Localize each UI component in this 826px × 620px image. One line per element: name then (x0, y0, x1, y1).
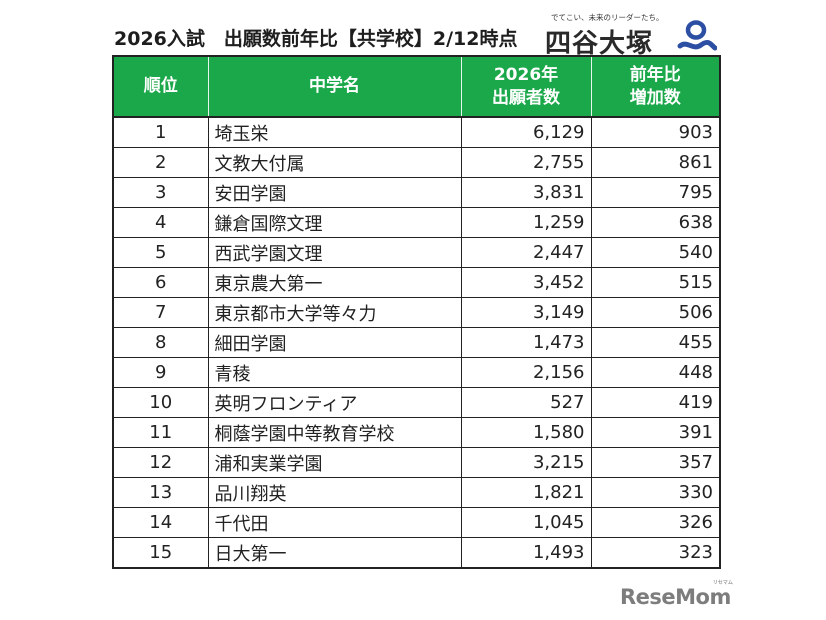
school-name-cell: 浦和実業学園 (207, 447, 462, 478)
column-header-increase-line2: 増加数 (629, 87, 681, 108)
table-row: 12 浦和実業学園 3,215 357 (112, 447, 721, 478)
resemom-watermark-ruby: リセマム (712, 580, 733, 586)
school-name-cell: 千代田 (207, 507, 462, 538)
increase-cell: 540 (590, 237, 721, 268)
table-row: 10 英明フロンティア 527 419 (112, 387, 721, 418)
applicants-cell: 2,447 (460, 237, 592, 268)
yotsuya-otsuka-logo-icon (677, 20, 717, 51)
table-row: 4 鎌倉国際文理 1,259 638 (112, 207, 721, 238)
rank-cell: 12 (112, 447, 209, 478)
school-name-cell: 細田学園 (207, 327, 462, 358)
applicants-cell: 1,821 (460, 477, 592, 508)
rank-cell: 11 (112, 417, 209, 448)
table-row: 2 文教大付属 2,755 861 (112, 147, 721, 178)
rank-cell: 7 (112, 297, 209, 328)
column-header-applicants-line2: 出願者数 (492, 87, 560, 108)
applicants-cell: 2,156 (460, 357, 592, 388)
increase-cell: 515 (590, 267, 721, 298)
increase-cell: 323 (590, 537, 721, 569)
brand-name: 四谷大塚 (545, 29, 654, 59)
applicants-cell: 3,215 (460, 447, 592, 478)
rank-cell: 8 (112, 327, 209, 358)
table-row: 15 日大第一 1,493 323 (112, 537, 721, 569)
school-name-cell: 英明フロンティア (207, 387, 462, 418)
school-name-cell: 桐蔭学園中等教育学校 (207, 417, 462, 448)
school-name-cell: 安田学園 (207, 177, 462, 208)
column-header-increase: 前年比 増加数 (590, 55, 720, 118)
school-name-cell: 東京都市大学等々力 (207, 297, 462, 328)
rank-cell: 6 (112, 267, 209, 298)
column-header-applicants: 2026年 出願者数 (460, 55, 592, 118)
table-header-row: 順位 中学名 2026年 出願者数 前年比 増加数 (113, 55, 720, 118)
rank-cell: 10 (112, 387, 209, 418)
increase-cell: 861 (590, 147, 721, 178)
increase-cell: 455 (590, 327, 721, 358)
table-row: 1 埼玉栄 6,129 903 (112, 116, 721, 148)
applicants-cell: 2,755 (460, 147, 592, 178)
rank-cell: 13 (112, 477, 209, 508)
table-row: 8 細田学園 1,473 455 (112, 327, 721, 358)
applicants-cell: 3,149 (460, 297, 592, 328)
school-name-cell: 青稜 (207, 357, 462, 388)
rank-cell: 2 (112, 147, 209, 178)
table-row: 6 東京農大第一 3,452 515 (112, 267, 721, 298)
column-header-school: 中学名 (207, 55, 462, 118)
increase-cell: 391 (590, 417, 721, 448)
school-name-cell: 西武学園文理 (207, 237, 462, 268)
table-row: 13 品川翔英 1,821 330 (112, 477, 721, 508)
applicants-cell: 6,129 (460, 116, 592, 148)
increase-cell: 638 (590, 207, 721, 238)
school-name-cell: 東京農大第一 (207, 267, 462, 298)
resemom-watermark-text: ReseMom (620, 585, 731, 609)
increase-cell: 448 (590, 357, 721, 388)
applicants-cell: 1,493 (460, 537, 592, 569)
column-header-rank: 順位 (113, 55, 209, 118)
rank-cell: 5 (112, 237, 209, 268)
rank-cell: 9 (112, 357, 209, 388)
rank-cell: 14 (112, 507, 209, 538)
applicants-cell: 1,259 (460, 207, 592, 238)
increase-cell: 357 (590, 447, 721, 478)
school-name-cell: 鎌倉国際文理 (207, 207, 462, 238)
table-row: 11 桐蔭学園中等教育学校 1,580 391 (112, 417, 721, 448)
ranking-table: 順位 中学名 2026年 出願者数 前年比 増加数 1 埼玉栄 6,129 903 2 文… (112, 55, 721, 569)
table-row: 3 安田学園 3,831 795 (112, 177, 721, 208)
column-header-applicants-line1: 2026年 (493, 64, 559, 85)
increase-cell: 795 (590, 177, 721, 208)
rank-cell: 3 (112, 177, 209, 208)
applicants-cell: 3,452 (460, 267, 592, 298)
brand-tagline: でてこい、未来のリーダーたち。 (551, 13, 664, 22)
increase-cell: 506 (590, 297, 721, 328)
school-name-cell: 埼玉栄 (207, 116, 462, 148)
table-row: 9 青稜 2,156 448 (112, 357, 721, 388)
column-header-increase-line1: 前年比 (629, 64, 681, 85)
rank-cell: 4 (112, 207, 209, 238)
rank-cell: 15 (112, 537, 209, 569)
resemom-watermark: ReseMom リセマム (620, 580, 733, 609)
increase-cell: 330 (590, 477, 721, 508)
school-name-cell: 品川翔英 (207, 477, 462, 508)
increase-cell: 419 (590, 387, 721, 418)
table-row: 5 西武学園文理 2,447 540 (112, 237, 721, 268)
table-row: 14 千代田 1,045 326 (112, 507, 721, 538)
brand-logo: でてこい、未来のリーダーたち。 四谷大塚 (545, 12, 720, 59)
applicants-cell: 1,580 (460, 417, 592, 448)
increase-cell: 903 (590, 116, 721, 148)
applicants-cell: 3,831 (460, 177, 592, 208)
applicants-cell: 1,473 (460, 327, 592, 358)
school-name-cell: 日大第一 (207, 537, 462, 569)
school-name-cell: 文教大付属 (207, 147, 462, 178)
rank-cell: 1 (112, 116, 209, 148)
applicants-cell: 1,045 (460, 507, 592, 538)
increase-cell: 326 (590, 507, 721, 538)
table-row: 7 東京都市大学等々力 3,149 506 (112, 297, 721, 328)
applicants-cell: 527 (460, 387, 592, 418)
page-title: 2026入試 出願数前年比【共学校】2/12時点 (114, 28, 518, 50)
